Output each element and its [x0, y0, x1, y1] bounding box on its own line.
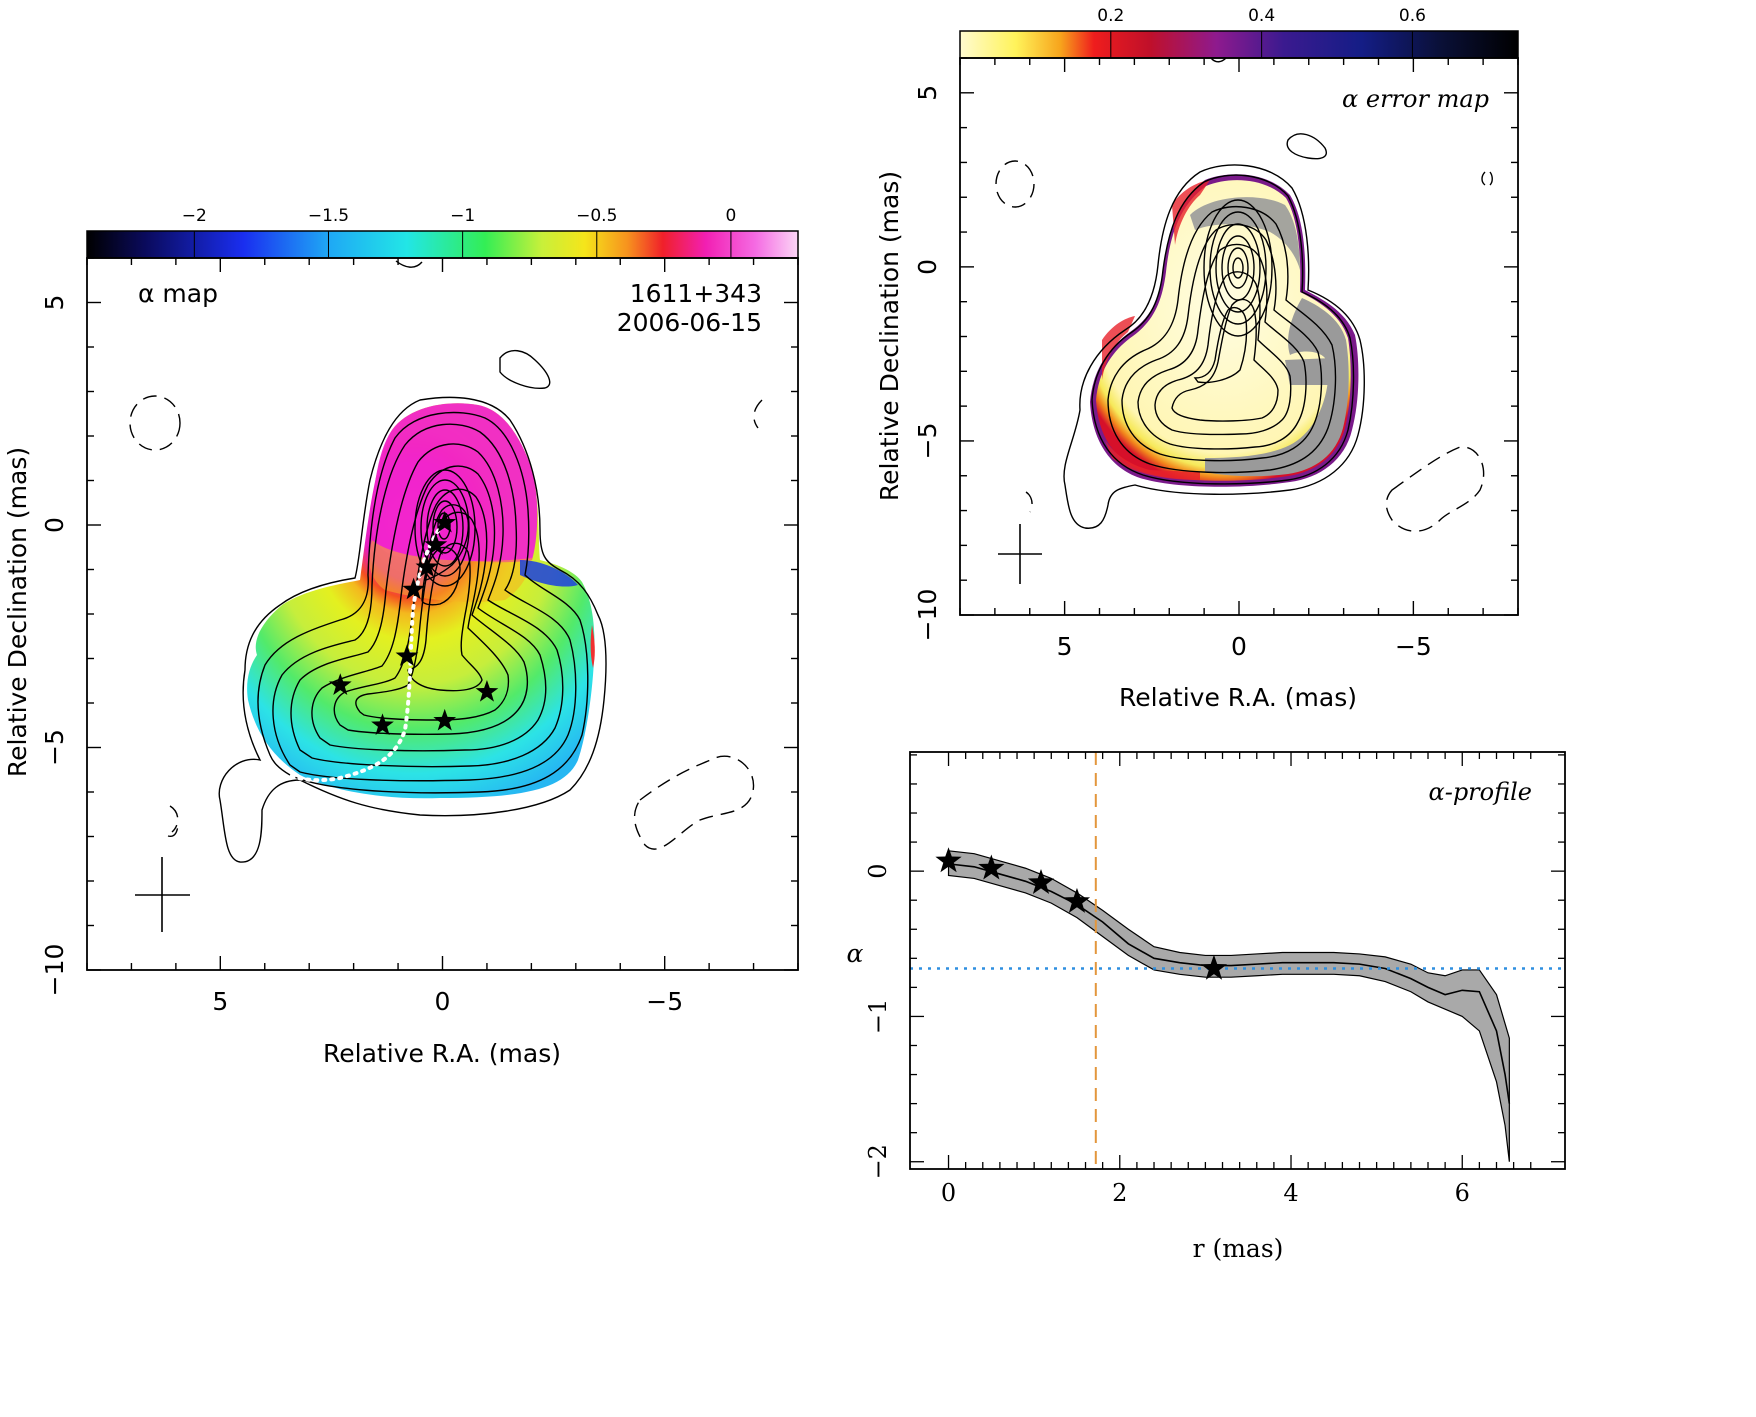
colorbar-tick-label: 0.6 [1399, 6, 1426, 26]
colorbar-tick-label: −1.5 [308, 206, 349, 226]
alpha-map-xlabel: Relative R.A. (mas) [323, 1039, 561, 1068]
alpha-map-panel: −2 −1.5 −1 −0.5 0 [3, 206, 799, 1068]
y-tick-label: −2 [864, 1144, 892, 1179]
alpha-map-beam [135, 857, 190, 932]
alpha-map-image [247, 403, 595, 799]
alpha-map-axis-ticks: 5 0 −5 5 0 −5 −10 [40, 257, 799, 1016]
colorbar-tick-label: 0 [726, 206, 737, 226]
error-map-axis-ticks: 5 0 −5 5 0 −5 −10 [913, 57, 1519, 661]
alpha-map-contours [218, 260, 607, 863]
alpha-profile-xlabel: r (mas) [1193, 1234, 1284, 1263]
alpha-profile-ylabel: α [847, 939, 864, 968]
alpha-map-negative-contours [129, 395, 763, 850]
y-tick-label: 5 [40, 295, 69, 311]
alpha-map-ridge-line [288, 522, 445, 783]
error-map-panel: 0.2 0.4 0.6 [875, 6, 1519, 712]
x-tick-label: 2 [1112, 1179, 1127, 1207]
y-tick-label: −1 [864, 999, 892, 1034]
alpha-map-date: 2006-06-15 [617, 308, 762, 337]
x-tick-label: 0 [1231, 632, 1247, 661]
error-colorbar [959, 30, 1519, 59]
y-tick-label: −10 [913, 589, 942, 642]
colorbar-tick-label: 0.4 [1248, 6, 1275, 26]
error-map-beam [998, 524, 1042, 584]
alpha-profile-error-band [947, 850, 1510, 1162]
alpha-profile-line [948, 863, 1511, 1104]
colorbar-tick-label: −1 [450, 206, 475, 226]
x-tick-label: 6 [1455, 1179, 1470, 1207]
x-tick-label: 4 [1283, 1179, 1298, 1207]
x-tick-label: −5 [1395, 632, 1432, 661]
alpha-profile-plot: 0 2 4 6 0 −1 −2 [864, 752, 1565, 1207]
alpha-profile-frame [909, 751, 1566, 1170]
alpha-map-title: α map [138, 279, 218, 308]
error-map-xlabel: Relative R.A. (mas) [1119, 683, 1357, 712]
alpha-map-source: 1611+343 [630, 279, 762, 308]
error-map-ylabel: Relative Declination (mas) [875, 171, 904, 501]
error-map-contours [1063, 57, 1493, 529]
alpha-colorbar [86, 230, 799, 259]
y-tick-label: 5 [913, 85, 942, 101]
colorbar-tick-label: 0.2 [1097, 6, 1124, 26]
x-tick-label: 5 [1057, 632, 1073, 661]
x-tick-label: 0 [941, 1179, 956, 1207]
colorbar-tick-label: −2 [182, 206, 207, 226]
alpha-map-ylabel: Relative Declination (mas) [3, 447, 32, 777]
error-colorbar-ticks: 0.2 0.4 0.6 [1097, 6, 1426, 58]
error-map-title: α error map [1342, 85, 1489, 113]
x-tick-label: 5 [212, 987, 228, 1016]
alpha-profile-title: α-profile [1429, 778, 1533, 806]
colorbar-tick-label: −0.5 [576, 206, 617, 226]
y-tick-label: 0 [864, 864, 892, 879]
x-tick-label: 0 [435, 987, 451, 1016]
alpha-colorbar-ticks: −2 −1.5 −1 −0.5 0 [182, 206, 737, 258]
y-tick-label: 0 [913, 259, 942, 275]
y-tick-label: 0 [40, 517, 69, 533]
alpha-profile-panel: 0 2 4 6 0 −1 −2 α-profile r (mas) α [847, 751, 1566, 1263]
error-map-negative-contours [995, 160, 1485, 532]
y-tick-label: −5 [40, 729, 69, 766]
x-tick-label: −5 [646, 987, 683, 1016]
y-tick-label: −5 [913, 423, 942, 460]
y-tick-label: −10 [40, 944, 69, 997]
